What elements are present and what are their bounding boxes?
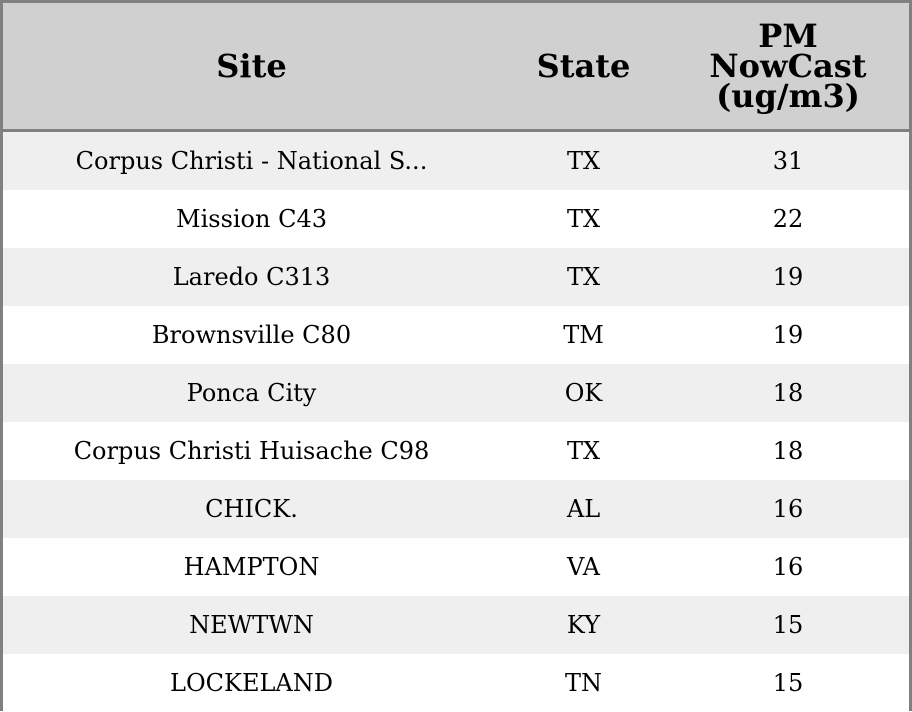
table-cell: 18	[667, 364, 909, 422]
table-cell: HAMPTON	[3, 538, 500, 596]
table-cell: 16	[667, 480, 909, 538]
table-cell: 19	[667, 306, 909, 364]
table-cell: LOCKELAND	[3, 654, 500, 712]
header-text: PM NowCast (ug/m3)	[693, 21, 883, 111]
table-cell: KY	[500, 596, 667, 654]
table-cell: Mission C43	[3, 190, 500, 248]
table-cell: TN	[500, 654, 667, 712]
table-cell: TX	[500, 131, 667, 191]
table-cell: AL	[500, 480, 667, 538]
table-cell: OK	[500, 364, 667, 422]
header-row: Site State PM NowCast (ug/m3)	[3, 3, 909, 131]
table-cell: Ponca City	[3, 364, 500, 422]
table-cell: TX	[500, 190, 667, 248]
data-table: Site State PM NowCast (ug/m3) Corpus Chris…	[3, 3, 909, 712]
table-cell: CHICK.	[3, 480, 500, 538]
table-cell: NEWTWN	[3, 596, 500, 654]
table-cell: Brownsville C80	[3, 306, 500, 364]
header-text: State	[537, 51, 631, 81]
table-cell: 15	[667, 654, 909, 712]
table-cell: 18	[667, 422, 909, 480]
table-cell: 15	[667, 596, 909, 654]
table-cell: VA	[500, 538, 667, 596]
header-cell: Site	[3, 3, 500, 131]
table-cell: Corpus Christi - National S...	[3, 131, 500, 191]
header-cell: State	[500, 3, 667, 131]
header-text: Site	[216, 51, 286, 81]
table-cell: 22	[667, 190, 909, 248]
table-cell: 31	[667, 131, 909, 191]
table-cell: Laredo C313	[3, 248, 500, 306]
header-cell: PM NowCast (ug/m3)	[667, 3, 909, 131]
table-cell: TX	[500, 248, 667, 306]
table-cell: Corpus Christi Huisache C98	[3, 422, 500, 480]
table-cell: 19	[667, 248, 909, 306]
table-cell: TX	[500, 422, 667, 480]
table-cell: 16	[667, 538, 909, 596]
table-cell: TM	[500, 306, 667, 364]
